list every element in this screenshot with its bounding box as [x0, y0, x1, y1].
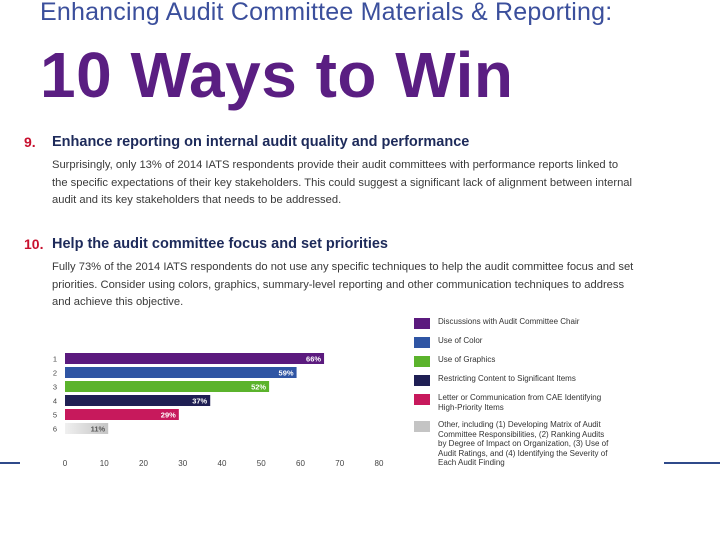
legend-swatch — [414, 337, 430, 348]
legend-label-line: Use of Graphics — [438, 355, 496, 364]
legend-item: Restricting Content to Significant Items — [414, 374, 576, 386]
legend-swatch — [414, 421, 430, 432]
page-title: 10 Ways to Win — [40, 39, 514, 111]
right-rule — [664, 462, 720, 464]
bar-value-label: 66% — [306, 355, 321, 364]
category-label: 6 — [53, 425, 57, 434]
x-tick-label: 30 — [178, 459, 187, 468]
item-9-number: 9. — [24, 134, 36, 150]
x-tick-label: 80 — [375, 459, 384, 468]
legend-swatch — [414, 356, 430, 367]
legend-label-line: Use of Color — [438, 336, 483, 345]
chart-bar — [65, 367, 297, 378]
x-tick-label: 70 — [335, 459, 344, 468]
legend-item: Use of Color — [414, 336, 482, 348]
item-10-heading: Help the audit committee focus and set p… — [52, 236, 388, 252]
item-10-line: priorities. Consider using colors, graph… — [52, 278, 625, 291]
legend-item: Letter or Communication from CAE Identif… — [414, 393, 601, 412]
legend-swatch — [414, 375, 430, 386]
legend-label-line: Discussions with Audit Committee Chair — [438, 317, 580, 326]
chart-bar — [65, 381, 270, 392]
chart-bar — [65, 423, 109, 434]
legend-label-line: Other, including (1) Developing Matrix o… — [438, 420, 601, 429]
legend-label: Discussions with Audit Committee Chair — [438, 317, 579, 327]
item-9-line: the specific expectations of their key s… — [52, 176, 633, 189]
item-9-body: Surprisingly, only 13% of 2014 IATS resp… — [52, 157, 632, 210]
legend-label-line: Each Audit Finding — [438, 458, 505, 468]
legend-label: Other, including (1) Developing Matrix o… — [438, 420, 608, 468]
legend-label-line: Restricting Content to Significant Items — [438, 374, 576, 383]
x-tick-label: 50 — [257, 459, 266, 468]
x-tick-label: 0 — [63, 459, 68, 468]
item-9-line: audit and its key stakeholders that need… — [52, 194, 342, 206]
chart-bar — [65, 353, 325, 364]
left-rule — [0, 462, 20, 464]
item-10-body: Fully 73% of the 2014 IATS respondents d… — [52, 259, 633, 312]
legend-label: Use of Graphics — [438, 355, 495, 365]
legend-label-line: Audit Ratings, and (4) Identifying the S… — [438, 448, 608, 458]
bar-value-label: 29% — [161, 411, 176, 420]
legend-label: Letter or Communication from CAE Identif… — [438, 393, 601, 412]
legend-swatch — [414, 394, 430, 405]
chart-bar — [65, 409, 179, 420]
item-10-number: 10. — [24, 236, 44, 252]
bar-value-label: 52% — [251, 383, 266, 392]
legend-label-line: Letter or Communication from CAE Identif… — [438, 393, 602, 402]
x-tick-label: 20 — [139, 459, 148, 468]
item-10-line: and achieve this objective. — [52, 296, 184, 308]
category-label: 5 — [53, 411, 57, 420]
category-label: 1 — [53, 355, 57, 364]
legend-swatch — [414, 318, 430, 329]
legend-label-line: Committee Responsibilities, (2) Ranking … — [438, 429, 605, 439]
legend-item: Use of Graphics — [414, 355, 495, 367]
bar-value-label: 37% — [192, 397, 207, 406]
item-9-heading: Enhance reporting on internal audit qual… — [52, 134, 470, 150]
bar-value-label: 59% — [279, 369, 294, 378]
legend-label-line: by Degree of Impact on Organization, (3)… — [438, 439, 609, 449]
legend-label-line: High-Priority Items — [438, 402, 504, 412]
legend-item: Discussions with Audit Committee Chair — [414, 317, 579, 329]
x-tick-label: 60 — [296, 459, 305, 468]
x-tick-label: 40 — [218, 459, 227, 468]
category-label: 4 — [53, 397, 57, 406]
category-label: 3 — [53, 383, 57, 392]
item-9-line: Surprisingly, only 13% of 2014 IATS resp… — [52, 159, 619, 171]
category-label: 2 — [53, 369, 57, 378]
legend-label: Use of Color — [438, 336, 482, 346]
chart-bar — [65, 395, 211, 406]
legend-label: Restricting Content to Significant Items — [438, 374, 576, 384]
item-10-line: Fully 73% of the 2014 IATS respondents d… — [52, 261, 634, 273]
page-supertitle: Enhancing Audit Committee Materials & Re… — [40, 0, 613, 26]
bar-value-label: 11% — [91, 425, 106, 434]
legend-item: Other, including (1) Developing Matrix o… — [414, 420, 608, 468]
x-tick-label: 10 — [100, 459, 109, 468]
